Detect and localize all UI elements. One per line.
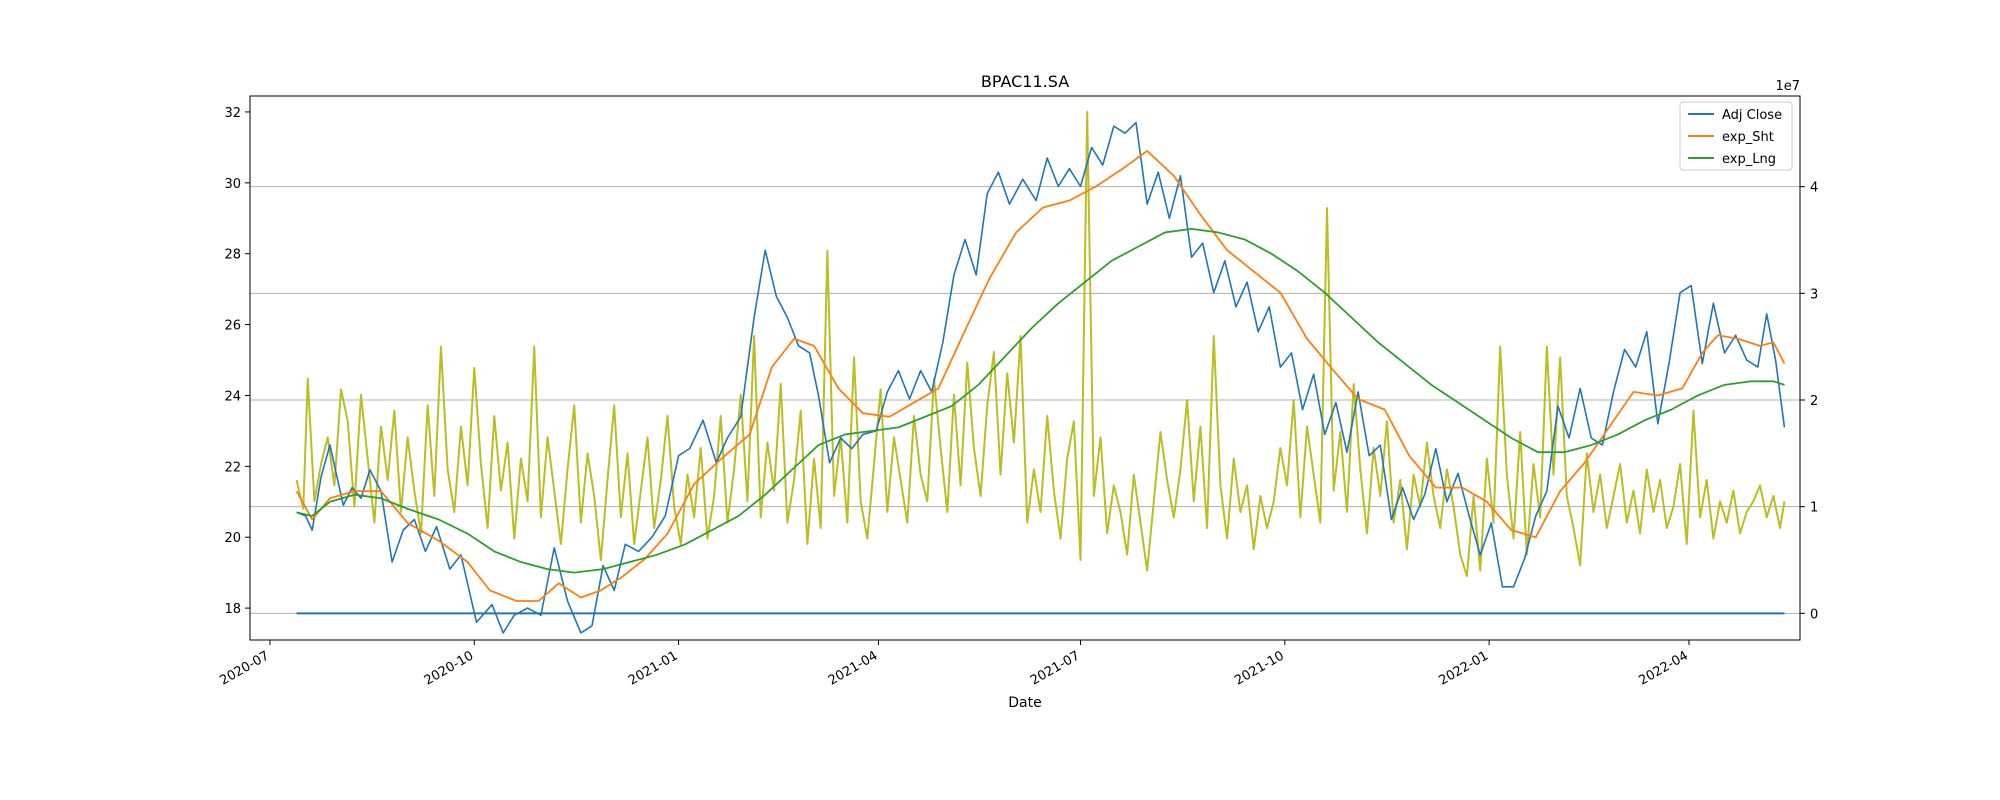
y-axis-right-multiplier: 1e7 xyxy=(1775,79,1800,94)
legend-label-exp-sht: exp_Sht xyxy=(1722,130,1774,145)
y-right-tick-label: 1 xyxy=(1810,501,1818,516)
y-right-tick-label: 0 xyxy=(1810,607,1818,622)
series-line-exp-lng xyxy=(296,227,1785,574)
y-left-tick-label: 30 xyxy=(224,177,241,192)
y-left-tick-label: 28 xyxy=(224,248,241,263)
plot-series xyxy=(295,111,1786,634)
y-axis-left: 18 20 22 24 26 28 30 32 xyxy=(224,106,250,617)
legend: Adj Close exp_Sht exp_Lng xyxy=(1679,101,1793,171)
y-axis-right: 0 1 2 3 4 xyxy=(1800,181,1818,622)
y-right-tick-label: 4 xyxy=(1810,181,1818,196)
x-axis-label: Date xyxy=(1008,695,1041,711)
y-left-tick-label: 24 xyxy=(224,389,241,404)
series-line-volume xyxy=(295,111,1786,577)
y-right-tick-label: 3 xyxy=(1810,287,1818,302)
y-left-tick-label: 18 xyxy=(224,602,241,617)
y-right-tick-label: 2 xyxy=(1810,394,1818,409)
legend-label-adj-close: Adj Close xyxy=(1722,108,1782,123)
legend-label-exp-lng: exp_Lng xyxy=(1722,152,1776,167)
series-line-exp-sht xyxy=(295,150,1786,602)
y-left-tick-label: 26 xyxy=(224,319,241,334)
chart-title: BPAC11.SA xyxy=(981,72,1069,91)
plot-frame xyxy=(249,95,1801,641)
series-line-adj-close xyxy=(296,121,1786,634)
legend-box xyxy=(1679,101,1793,171)
y-left-tick-label: 32 xyxy=(224,106,241,121)
y-left-tick-label: 20 xyxy=(224,531,241,546)
y-left-tick-label: 22 xyxy=(224,460,241,475)
